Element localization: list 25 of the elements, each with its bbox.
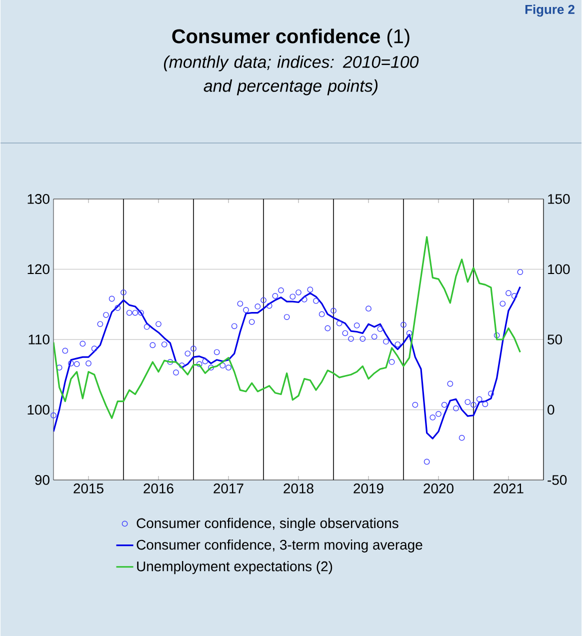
legend-label: Unemployment expectations (2): [137, 561, 332, 574]
y2-tick-label: -50: [548, 475, 567, 485]
y2-tick-label: 150: [548, 194, 570, 204]
y2-tick-label: 0: [548, 404, 554, 415]
x-tick-label: 2016: [144, 484, 174, 494]
legend-label: Consumer confidence, 3-term moving average: [136, 539, 422, 552]
y-tick-label: 110: [28, 334, 50, 344]
x-tick-label: 2020: [424, 484, 454, 494]
x-tick-label: 2018: [284, 484, 314, 494]
y-tick-label: 120: [28, 264, 50, 274]
y-tick-label: 90: [35, 475, 50, 485]
line-series: [54, 236, 521, 419]
y2-tick-label: 50: [548, 334, 562, 344]
x-tick-label: 2015: [74, 484, 104, 494]
y-tick-label: 130: [28, 194, 50, 204]
line-series: [54, 286, 521, 440]
y2-tick-label: 100: [548, 264, 570, 274]
x-tick-label: 2019: [354, 484, 384, 494]
legend-label: Consumer confidence, single observations: [136, 518, 398, 531]
x-tick-label: 2017: [214, 484, 244, 494]
chart-subtitle: (monthly data; indices: 2010=100 and percentage points): [164, 56, 419, 96]
x-tick-label: 2021: [494, 484, 524, 494]
chart-title: Consumer confidence (1): [172, 28, 410, 48]
caption: Figure 2: [525, 4, 574, 17]
y-tick-label: 100: [28, 404, 50, 415]
